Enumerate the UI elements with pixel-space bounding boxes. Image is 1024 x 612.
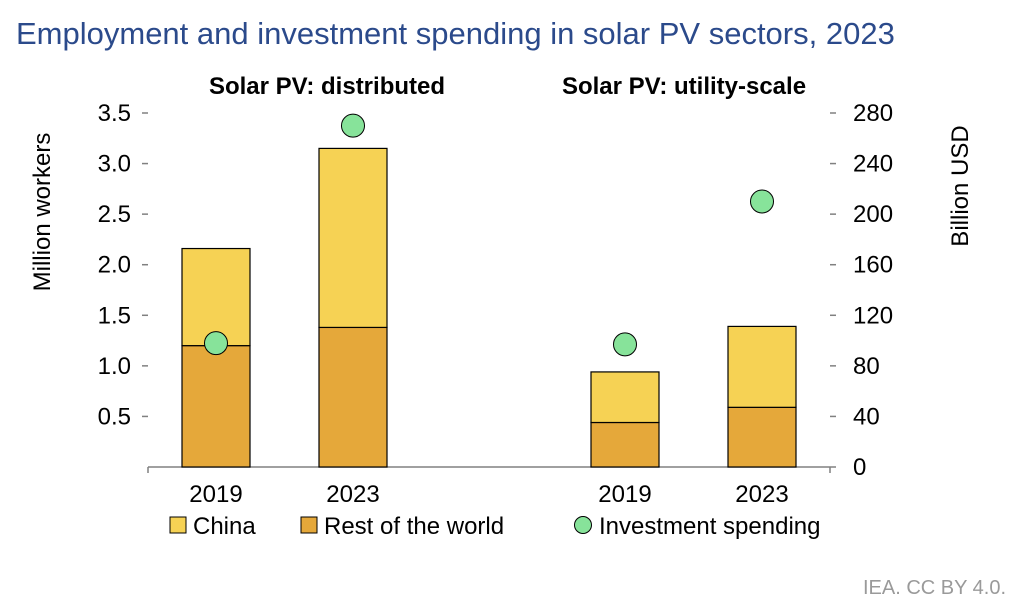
y-tick-label: 0.5	[98, 403, 131, 430]
y2-tick-label: 120	[853, 302, 893, 329]
investment-point	[750, 189, 774, 214]
y-axis-label: Million workers	[29, 133, 56, 292]
y2-tick-label: 160	[853, 252, 893, 279]
legend-swatch-rest-of-world	[300, 516, 318, 534]
bars-group	[181, 147, 797, 468]
y2-tick-label: 240	[853, 151, 893, 178]
investment-point	[204, 331, 228, 356]
legend-label-investment: Investment spending	[599, 513, 820, 540]
investment-point	[613, 332, 637, 357]
y2-tick-label: 40	[853, 403, 880, 430]
bar-china	[318, 147, 388, 329]
y2-tick-label: 80	[853, 353, 880, 380]
x-tick-label: 2023	[326, 481, 379, 508]
y-tick-label: 3.0	[98, 151, 131, 178]
y-tick-label: 2.0	[98, 252, 131, 279]
legend-label-china: China	[193, 513, 256, 540]
y-ticks-group: 0.5 1.0 1.5 2.0 2.5 3.0 3.5	[98, 100, 148, 430]
panel-title-distributed: Solar PV: distributed	[209, 73, 445, 100]
bar-china	[727, 325, 797, 408]
legend-label-rest-of-world: Rest of the world	[324, 513, 504, 540]
y-tick-label: 2.5	[98, 201, 131, 228]
x-tick-label: 2019	[189, 481, 242, 508]
source-note: IEA. CC BY 4.0.	[863, 577, 1006, 599]
y-tick-label: 3.5	[98, 100, 131, 127]
bar-rest-of-world	[181, 345, 251, 468]
bar-rest-of-world	[318, 326, 388, 468]
investment-points-group	[204, 113, 774, 357]
y2-ticks-group: 0 40 80 120 160 200 240 280	[830, 100, 893, 481]
bar-rest-of-world	[727, 406, 797, 468]
x-ticks-group: 2019 2023 2019 2023	[189, 481, 788, 508]
x-tick-label: 2023	[735, 481, 788, 508]
legend-marker-investment	[574, 516, 592, 534]
panel-title-utility-scale: Solar PV: utility-scale	[562, 73, 806, 100]
y2-axis-label: Billion USD	[947, 125, 974, 246]
bar-china	[590, 371, 660, 424]
y-tick-label: 1.0	[98, 353, 131, 380]
bar-china	[181, 247, 251, 347]
investment-point	[341, 113, 365, 138]
chart-title: Employment and investment spending in so…	[16, 16, 895, 51]
legend-swatch-china	[169, 516, 187, 534]
x-tick-label: 2019	[598, 481, 651, 508]
y2-tick-label: 0	[853, 454, 866, 481]
y2-tick-label: 200	[853, 201, 893, 228]
bar-rest-of-world	[590, 421, 660, 468]
legend: China Rest of the world Investment spend…	[169, 513, 820, 540]
y-tick-label: 1.5	[98, 302, 131, 329]
y2-tick-label: 280	[853, 100, 893, 127]
